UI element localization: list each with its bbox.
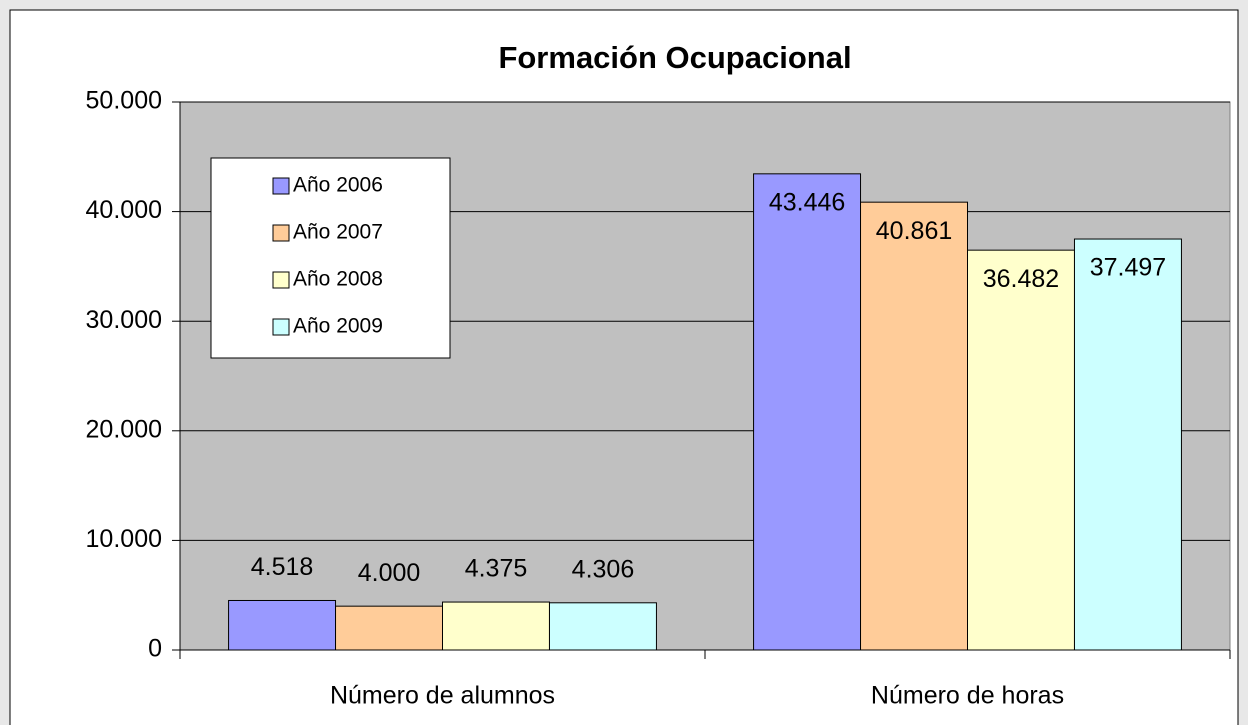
- bar: [335, 605, 443, 651]
- legend-swatch: [272, 318, 290, 336]
- y-tick-label: 10.000: [86, 525, 162, 553]
- data-label: 4.518: [251, 553, 314, 581]
- x-tick-label: Número de horas: [871, 682, 1064, 710]
- legend-label: Año 2008: [293, 268, 383, 291]
- bar: [967, 249, 1075, 651]
- bar: [1073, 238, 1182, 651]
- data-label: 4.306: [572, 555, 635, 583]
- data-label: 36.482: [983, 265, 1059, 293]
- legend-label: Año 2009: [293, 315, 383, 338]
- legend-swatch: [272, 177, 290, 195]
- data-label: 4.000: [358, 559, 421, 587]
- y-tick-label: 0: [148, 635, 162, 663]
- y-tick-label: 40.000: [86, 196, 162, 224]
- bar: [228, 599, 337, 651]
- data-label: 37.497: [1090, 254, 1166, 282]
- x-tick-label: Número de alumnos: [330, 682, 555, 710]
- y-tick-label: 30.000: [86, 306, 162, 334]
- legend-label: Año 2007: [293, 221, 383, 244]
- y-tick-label: 50.000: [86, 87, 162, 115]
- legend-swatch: [272, 224, 290, 242]
- bar: [548, 602, 657, 651]
- legend: [210, 157, 451, 359]
- bar: [442, 601, 550, 651]
- bar: [753, 173, 862, 651]
- y-tick-label: 20.000: [86, 415, 162, 443]
- legend-swatch: [272, 271, 290, 289]
- legend-label: Año 2006: [293, 174, 383, 197]
- data-label: 43.446: [769, 188, 845, 216]
- data-label: 40.861: [876, 217, 952, 245]
- bar: [860, 201, 968, 651]
- chart-title: Formación Ocupacional: [498, 40, 851, 75]
- data-label: 4.375: [465, 555, 528, 583]
